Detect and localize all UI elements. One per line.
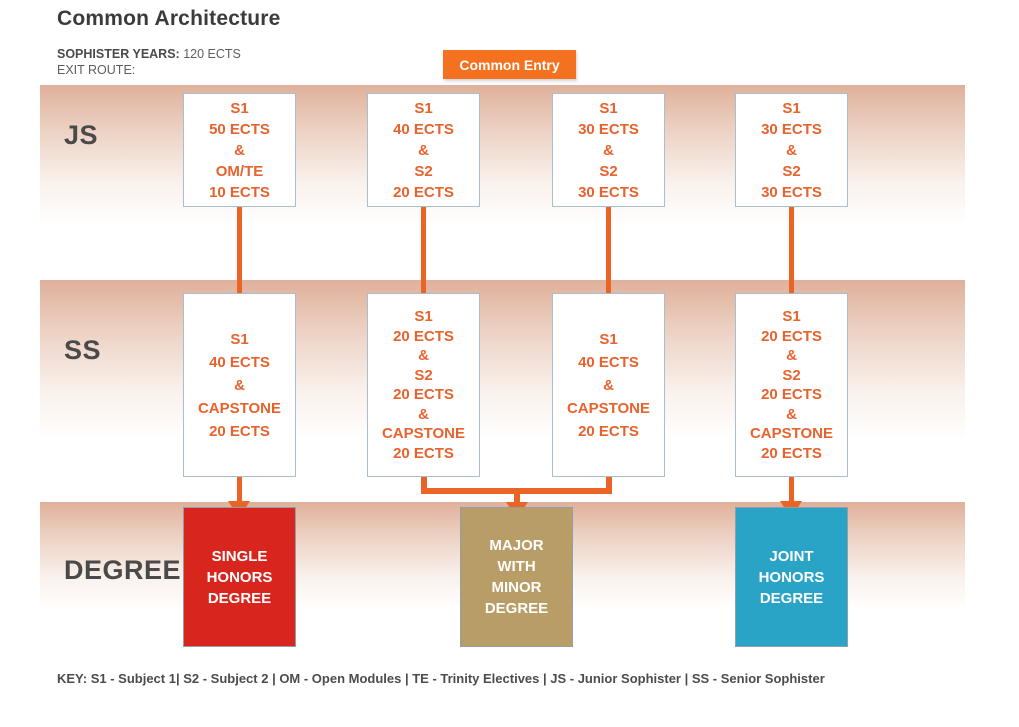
merge-connector-center-drop — [513, 490, 520, 504]
sophister-years-label: SOPHISTER YEARS: — [57, 47, 180, 61]
merge-connector-left-drop — [420, 477, 427, 494]
row-label-degree: DEGREE — [64, 555, 182, 585]
degree-box-single-honors: SINGLE HONORS DEGREE — [183, 507, 296, 647]
arrow-js-ss-3-line — [605, 207, 611, 296]
merge-connector-right-drop — [605, 477, 612, 494]
ss-box-3: S1 40 ECTS & CAPSTONE 20 ECTS — [552, 293, 665, 477]
ss-box-4: S1 20 ECTS & S2 20 ECTS & CAPSTONE 20 EC… — [735, 293, 848, 477]
arrow-js-ss-1-line — [236, 207, 242, 296]
diagram-subheading: SOPHISTER YEARS: 120 ECTS EXIT ROUTE: — [57, 46, 241, 78]
row-label-ss: SS — [64, 335, 102, 365]
diagram-key: KEY: S1 - Subject 1| S2 - Subject 2 | OM… — [57, 671, 825, 686]
sophister-years-value: 120 ECTS — [179, 47, 241, 61]
js-box-1: S1 50 ECTS & OM/TE 10 ECTS — [183, 93, 296, 207]
degree-box-joint-honors: JOINT HONORS DEGREE — [735, 507, 848, 647]
arrow-js-ss-2-line — [420, 207, 426, 296]
ss-box-2: S1 20 ECTS & S2 20 ECTS & CAPSTONE 20 EC… — [367, 293, 480, 477]
arrow-js-ss-4-line — [788, 207, 794, 296]
common-entry-badge: Common Entry — [443, 50, 576, 79]
arrow-ss-degree-1-line — [236, 477, 242, 504]
degree-box-major-with-minor: MAJOR WITH MINOR DEGREE — [460, 507, 573, 647]
js-box-4: S1 30 ECTS & S2 30 ECTS — [735, 93, 848, 207]
js-box-2: S1 40 ECTS & S2 20 ECTS — [367, 93, 480, 207]
ss-box-1: S1 40 ECTS & CAPSTONE 20 ECTS — [183, 293, 296, 477]
sophister-years-line: SOPHISTER YEARS: 120 ECTS — [57, 46, 241, 62]
exit-route-label: EXIT ROUTE: — [57, 63, 136, 77]
row-label-js: JS — [64, 120, 99, 150]
arrow-ss-degree-3-line — [788, 477, 794, 504]
js-box-3: S1 30 ECTS & S2 30 ECTS — [552, 93, 665, 207]
page-title: Common Architecture — [57, 7, 281, 30]
